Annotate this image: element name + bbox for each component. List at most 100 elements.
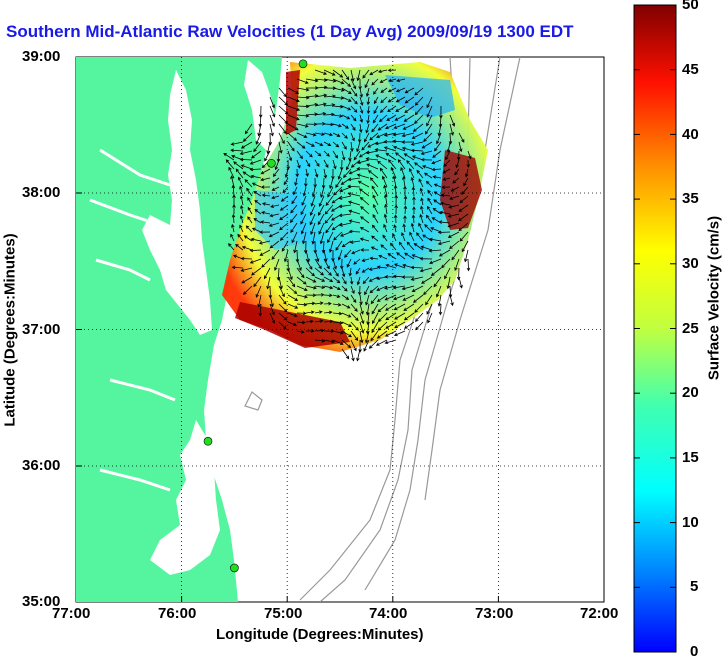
- velocity-arrow: [327, 186, 334, 198]
- velocity-arrow: [397, 159, 406, 170]
- velocity-arrow: [323, 319, 334, 324]
- velocity-arrow: [314, 249, 320, 263]
- rivers: [89, 148, 176, 492]
- velocity-arrow: [274, 258, 280, 271]
- velocity-arrow: [419, 213, 424, 224]
- xtick-label: 75:00: [264, 605, 303, 622]
- velocity-arrow: [368, 276, 379, 282]
- velocity-arrow: [395, 96, 406, 103]
- velocity-arrow: [296, 267, 305, 279]
- velocity-arrow: [296, 320, 306, 325]
- velocity-arrow: [443, 159, 451, 167]
- velocity-arrow: [230, 148, 244, 153]
- velocity-arrow: [241, 276, 253, 284]
- xtick-label: 76:00: [158, 605, 197, 622]
- velocity-arrow: [350, 159, 361, 168]
- velocity-arrow: [287, 132, 298, 141]
- velocity-arrow: [345, 159, 352, 171]
- velocity-arrow: [323, 69, 336, 76]
- velocity-arrow: [449, 114, 456, 127]
- velocity-arrow: [402, 123, 415, 130]
- velocity-arrow: [459, 231, 469, 242]
- velocity-arrow: [255, 285, 262, 298]
- velocity-arrow: [304, 177, 308, 188]
- velocity-arrow: [356, 69, 361, 82]
- velocity-arrow: [436, 132, 442, 145]
- velocity-arrow: [419, 256, 433, 261]
- velocity-arrow: [350, 105, 358, 113]
- velocity-arrow: [426, 105, 433, 118]
- velocity-arrow: [341, 114, 351, 120]
- colorbar-tick-label: 20: [682, 384, 699, 401]
- velocity-arrow: [250, 174, 262, 179]
- velocity-arrow: [325, 222, 334, 234]
- velocity-arrow: [434, 141, 442, 152]
- velocity-arrow: [269, 303, 275, 316]
- velocity-arrow: [230, 175, 235, 188]
- velocity-arrow: [393, 330, 406, 337]
- velocity-arrow: [287, 105, 301, 111]
- velocity-arrow: [356, 276, 361, 286]
- velocity-arrow: [240, 204, 244, 215]
- velocity-arrow: [341, 96, 352, 102]
- velocity-arrow: [287, 267, 293, 281]
- velocity-arrow: [366, 163, 379, 170]
- velocity-arrow: [235, 168, 244, 179]
- velocity-arrow: [323, 276, 334, 282]
- velocity-arrow: [410, 141, 424, 146]
- velocity-arrow: [271, 249, 280, 260]
- velocity-arrow: [255, 132, 262, 145]
- velocity-arrow: [305, 122, 318, 127]
- velocity-arrow: [266, 141, 271, 155]
- velocity-field: [222, 62, 488, 352]
- velocity-arrow: [310, 222, 316, 235]
- velocity-arrow: [365, 123, 370, 134]
- velocity-arrow: [332, 339, 344, 345]
- velocity-arrow: [421, 276, 433, 284]
- velocity-arrow: [433, 183, 442, 188]
- velocity-arrow: [294, 177, 298, 187]
- velocity-arrow: [361, 267, 370, 273]
- velocity-arrow: [383, 193, 388, 206]
- colorbar-tick-label: 40: [682, 126, 699, 143]
- velocity-arrow: [249, 248, 262, 253]
- velocity-arrow: [449, 240, 460, 250]
- velocity-arrow: [311, 231, 316, 245]
- velocity-arrow: [261, 202, 271, 206]
- velocity-arrow: [432, 150, 442, 158]
- velocity-arrow: [359, 96, 364, 106]
- velocity-arrow: [384, 294, 397, 301]
- velocity-arrow: [244, 179, 253, 188]
- velocity-arrow: [279, 204, 289, 211]
- velocity-arrow: [323, 339, 335, 344]
- velocity-arrow: [452, 177, 460, 184]
- velocity-arrow: [268, 222, 280, 227]
- velocity-arrow: [305, 267, 315, 277]
- velocity-arrow: [271, 186, 280, 191]
- velocity-arrow: [338, 204, 352, 209]
- velocity-arrow: [418, 178, 424, 188]
- velocity-arrow: [278, 105, 289, 115]
- velocity-arrow: [287, 123, 299, 131]
- velocity-arrow: [363, 339, 370, 352]
- velocity-arrow: [325, 195, 334, 206]
- velocity-arrow: [328, 240, 334, 253]
- velocity-arrow: [287, 312, 298, 318]
- velocity-arrow: [278, 321, 287, 330]
- velocity-arrow: [466, 159, 470, 168]
- station-marker: [298, 59, 308, 69]
- velocity-arrow: [458, 213, 469, 222]
- velocity-arrow: [378, 114, 388, 123]
- velocity-arrow: [323, 168, 328, 179]
- velocity-arrow: [446, 276, 451, 290]
- velocity-arrow: [385, 263, 397, 269]
- velocity-arrow: [278, 294, 287, 305]
- velocity-field-blue-patch: [385, 75, 455, 118]
- velocity-arrow: [287, 114, 300, 121]
- colorbar-label: Surface Velocity (cm/s): [705, 215, 723, 381]
- velocity-arrow: [283, 249, 289, 263]
- velocity-arrow: [305, 150, 313, 158]
- velocity-arrow: [246, 187, 253, 197]
- velocity-arrow: [420, 150, 433, 155]
- velocity-arrow: [259, 249, 271, 256]
